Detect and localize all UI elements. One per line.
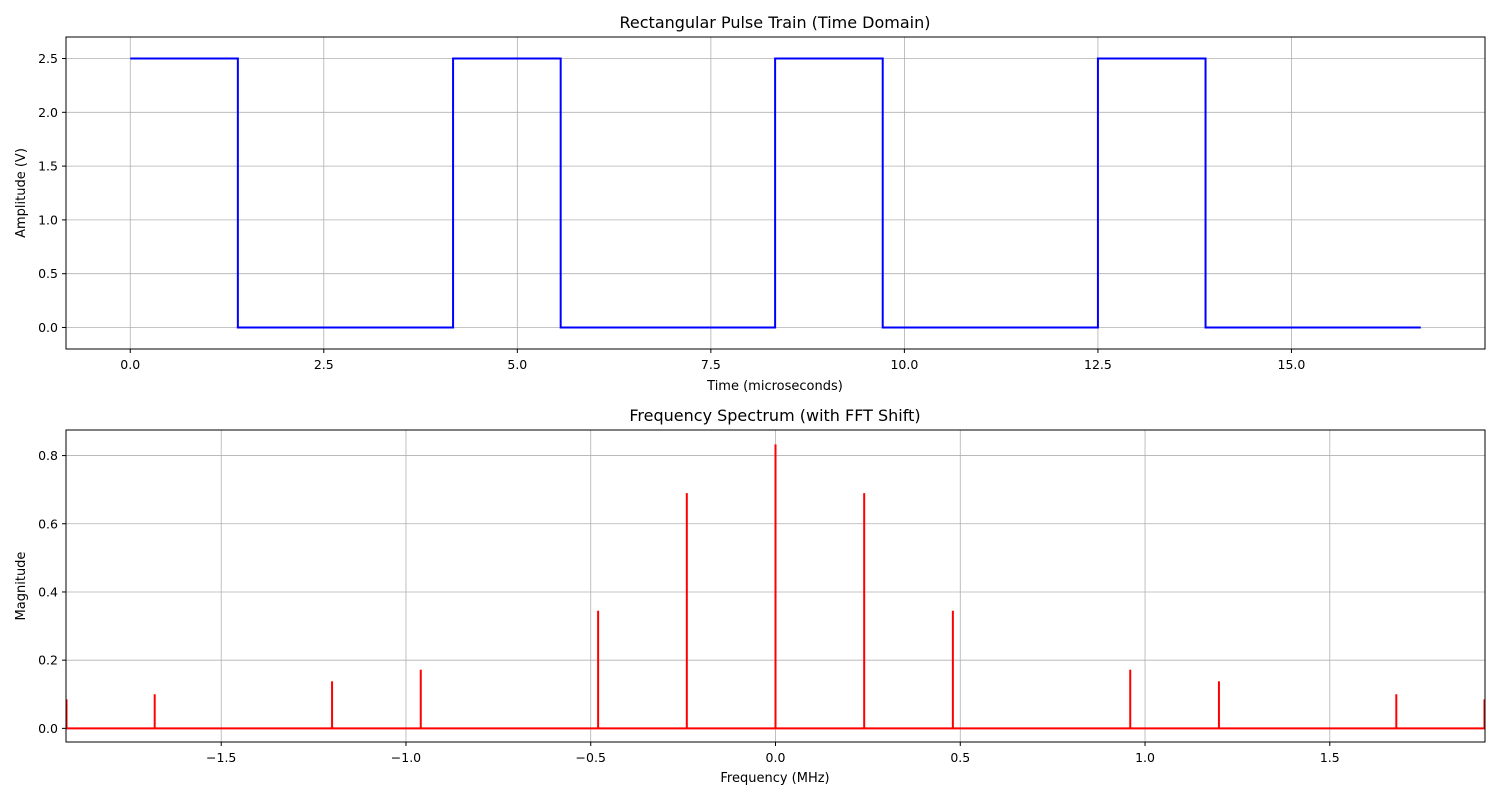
x-tick-label: 10.0 <box>890 357 918 372</box>
y-tick-label: 0.8 <box>38 448 58 463</box>
x-tick-label: 0.5 <box>950 750 970 765</box>
spectrum-plot-ylabel: Magnitude <box>14 552 29 621</box>
time-plot-xlabel: Time (microseconds) <box>706 379 843 394</box>
y-tick-label: 1.5 <box>38 159 58 174</box>
time-domain-plot: Rectangular Pulse Train (Time Domain) 0.… <box>14 13 1486 394</box>
x-tick-label: 5.0 <box>507 357 527 372</box>
x-tick-label: −1.0 <box>391 750 421 765</box>
y-tick-label: 1.0 <box>38 212 58 227</box>
spectrum-plot-xlabel: Frequency (MHz) <box>720 771 829 786</box>
x-tick-label: −0.5 <box>576 750 606 765</box>
time-plot-ylabel: Amplitude (V) <box>14 148 29 238</box>
x-tick-label: 0.0 <box>120 357 140 372</box>
x-tick-label: 0.0 <box>766 750 786 765</box>
y-tick-label: 2.5 <box>38 51 58 66</box>
x-tick-label: 1.0 <box>1135 750 1155 765</box>
time-plot-frame <box>65 36 1486 350</box>
x-tick-label: 15.0 <box>1278 357 1306 372</box>
x-tick-label: 1.5 <box>1320 750 1340 765</box>
pulse-train-line <box>130 57 1421 329</box>
time-plot-title: Rectangular Pulse Train (Time Domain) <box>620 13 931 32</box>
frequency-spectrum-plot: Frequency Spectrum (with FFT Shift) −1.5… <box>14 406 1486 786</box>
y-tick-label: 0.0 <box>38 721 58 736</box>
y-tick-label: 0.0 <box>38 320 58 335</box>
y-tick-label: 2.0 <box>38 105 58 120</box>
spectrum-plot-title: Frequency Spectrum (with FFT Shift) <box>629 406 920 425</box>
x-tick-label: 2.5 <box>314 357 334 372</box>
x-tick-label: 12.5 <box>1084 357 1112 372</box>
y-tick-label: 0.6 <box>38 516 58 531</box>
y-tick-label: 0.2 <box>38 653 58 668</box>
y-tick-label: 0.4 <box>38 584 58 599</box>
x-tick-label: 7.5 <box>701 357 721 372</box>
x-tick-label: −1.5 <box>206 750 236 765</box>
y-tick-label: 0.5 <box>38 266 58 281</box>
